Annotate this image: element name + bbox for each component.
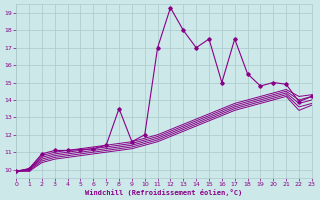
X-axis label: Windchill (Refroidissement éolien,°C): Windchill (Refroidissement éolien,°C) xyxy=(85,189,243,196)
